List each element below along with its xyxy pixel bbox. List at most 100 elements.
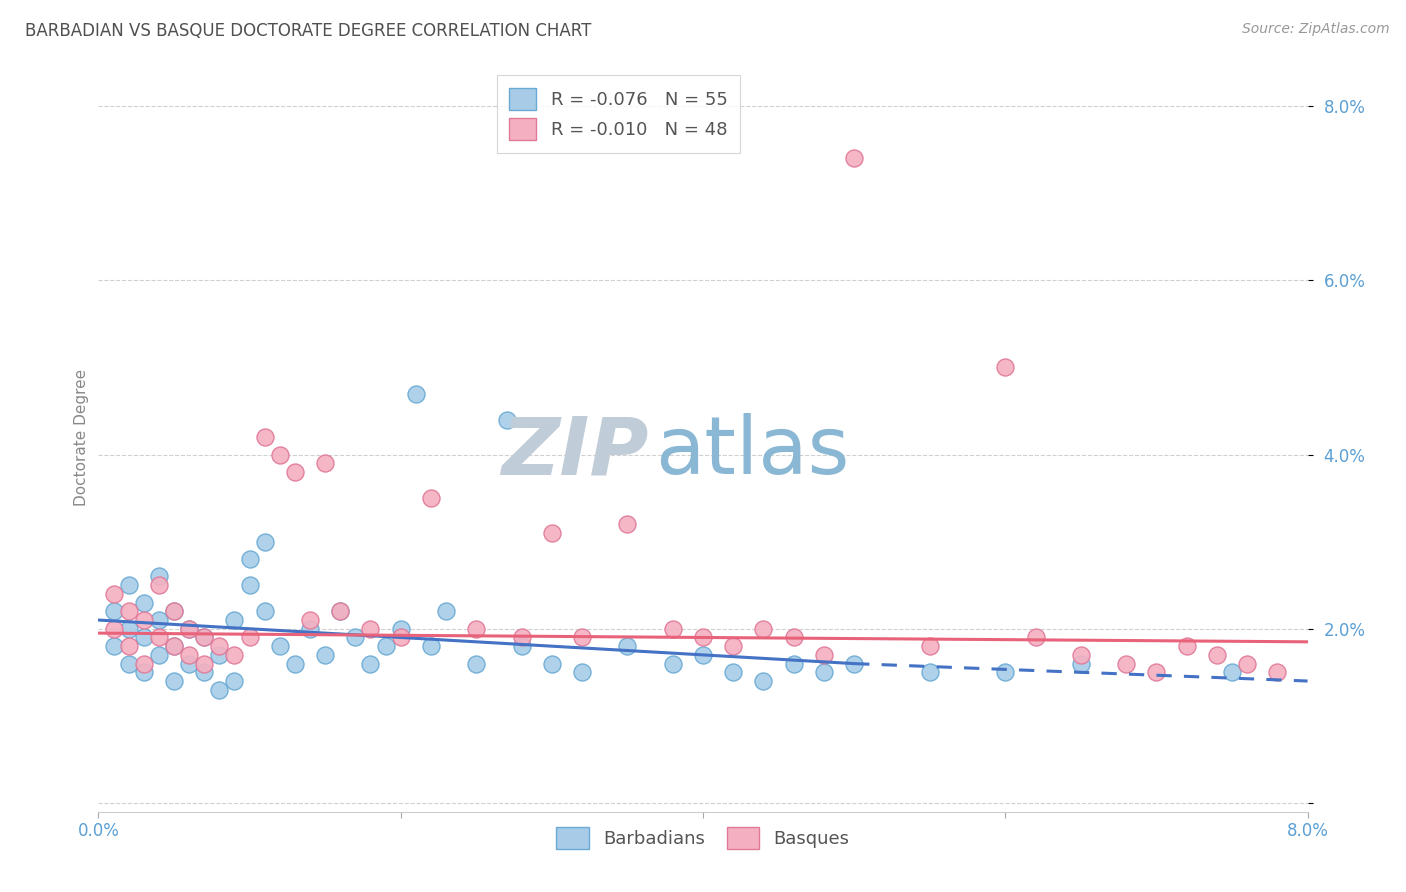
Point: [239, 631, 262, 645]
Point: [224, 648, 246, 662]
Point: [103, 622, 125, 636]
Point: [1070, 648, 1092, 662]
Point: [239, 552, 262, 566]
Point: [269, 639, 291, 653]
Point: [284, 465, 307, 479]
Point: [103, 639, 125, 653]
Point: [752, 622, 775, 636]
Point: [616, 639, 638, 653]
Point: [405, 386, 427, 401]
Point: [253, 604, 276, 618]
Point: [692, 631, 714, 645]
Point: [389, 622, 412, 636]
Point: [299, 622, 322, 636]
Point: [783, 631, 806, 645]
Point: [179, 622, 201, 636]
Point: [118, 578, 141, 592]
Legend: Barbadians, Basques: Barbadians, Basques: [550, 820, 856, 856]
Point: [1175, 639, 1198, 653]
Point: [1267, 665, 1289, 680]
Point: [540, 525, 562, 540]
Point: [314, 456, 336, 470]
Point: [163, 604, 186, 618]
Point: [193, 657, 215, 671]
Point: [163, 604, 186, 618]
Point: [1236, 657, 1258, 671]
Point: [571, 631, 593, 645]
Point: [103, 604, 125, 618]
Point: [193, 665, 215, 680]
Point: [465, 622, 488, 636]
Point: [360, 622, 382, 636]
Point: [118, 622, 141, 636]
Point: [420, 639, 443, 653]
Point: [148, 569, 170, 583]
Point: [540, 657, 562, 671]
Point: [918, 639, 941, 653]
Point: [1146, 665, 1168, 680]
Point: [118, 604, 141, 618]
Point: [813, 665, 835, 680]
Point: [844, 151, 866, 165]
Point: [239, 578, 262, 592]
Point: [510, 631, 533, 645]
Point: [118, 657, 141, 671]
Point: [1070, 657, 1092, 671]
Y-axis label: Doctorate Degree: Doctorate Degree: [75, 368, 89, 506]
Text: ZIP: ZIP: [501, 413, 648, 491]
Point: [314, 648, 336, 662]
Point: [193, 631, 215, 645]
Text: BARBADIAN VS BASQUE DOCTORATE DEGREE CORRELATION CHART: BARBADIAN VS BASQUE DOCTORATE DEGREE COR…: [25, 22, 592, 40]
Point: [344, 631, 367, 645]
Point: [994, 665, 1017, 680]
Point: [118, 639, 141, 653]
Point: [1220, 665, 1243, 680]
Point: [723, 639, 745, 653]
Point: [179, 622, 201, 636]
Point: [329, 604, 352, 618]
Point: [510, 639, 533, 653]
Point: [208, 648, 231, 662]
Point: [163, 639, 186, 653]
Point: [132, 657, 155, 671]
Text: atlas: atlas: [655, 413, 849, 491]
Point: [179, 657, 201, 671]
Point: [208, 639, 231, 653]
Point: [163, 673, 186, 688]
Point: [132, 665, 155, 680]
Point: [299, 613, 322, 627]
Point: [813, 648, 835, 662]
Point: [616, 517, 638, 532]
Point: [132, 596, 155, 610]
Point: [434, 604, 457, 618]
Point: [723, 665, 745, 680]
Point: [1115, 657, 1137, 671]
Point: [148, 648, 170, 662]
Point: [179, 648, 201, 662]
Point: [148, 613, 170, 627]
Point: [132, 613, 155, 627]
Point: [360, 657, 382, 671]
Text: Source: ZipAtlas.com: Source: ZipAtlas.com: [1241, 22, 1389, 37]
Point: [661, 622, 683, 636]
Point: [163, 639, 186, 653]
Point: [571, 665, 593, 680]
Point: [661, 657, 683, 671]
Point: [148, 631, 170, 645]
Point: [465, 657, 488, 671]
Point: [148, 578, 170, 592]
Point: [329, 604, 352, 618]
Point: [208, 682, 231, 697]
Point: [783, 657, 806, 671]
Point: [692, 648, 714, 662]
Point: [389, 631, 412, 645]
Point: [253, 534, 276, 549]
Point: [918, 665, 941, 680]
Point: [224, 613, 246, 627]
Point: [752, 673, 775, 688]
Point: [1206, 648, 1229, 662]
Point: [374, 639, 396, 653]
Point: [284, 657, 307, 671]
Point: [253, 430, 276, 444]
Point: [269, 448, 291, 462]
